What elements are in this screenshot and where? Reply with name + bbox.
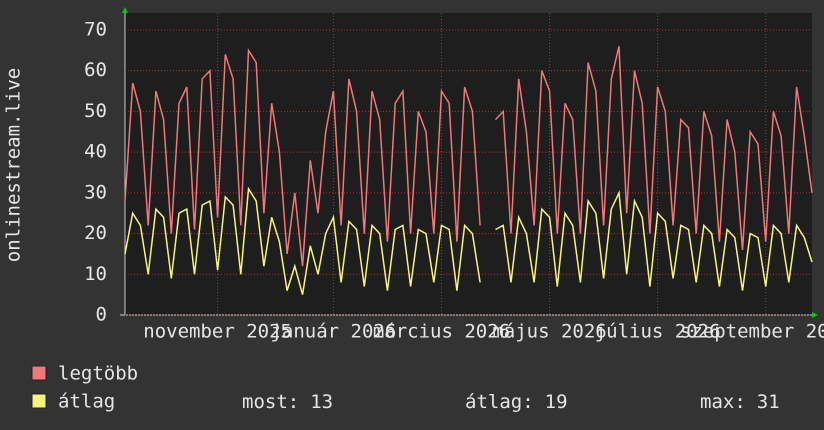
y-tick-label: 10	[84, 263, 107, 285]
stat-label: max:	[700, 391, 746, 413]
x-tick-label: március 2026	[373, 321, 510, 343]
x-tick-label: július 2026	[595, 321, 721, 343]
legend-swatch	[31, 365, 47, 381]
legend-label: átlag	[58, 391, 115, 413]
y-arrow	[122, 7, 128, 13]
legend-label: legtöbb	[58, 363, 138, 385]
stat: most: 13	[242, 391, 333, 413]
x-tick-label: május 2026	[492, 321, 606, 343]
legend-swatch	[31, 393, 47, 409]
x-tick-label: november 2025	[143, 321, 292, 343]
x-tick-label: szeptember 2026	[680, 321, 824, 343]
plot-area	[125, 13, 812, 315]
stat-label: átlag:	[465, 391, 534, 413]
x-tick-label: január 2026	[270, 321, 396, 343]
stat: max: 31	[700, 391, 780, 413]
x-arrow	[812, 312, 818, 318]
stat-label: most:	[242, 391, 299, 413]
stat-value: 31	[757, 391, 780, 413]
stat: átlag: 19	[465, 391, 568, 413]
y-tick-label: 20	[84, 222, 107, 244]
y-tick-label: 60	[84, 59, 107, 81]
y-tick-label: 70	[84, 19, 107, 41]
stat-value: 13	[310, 391, 333, 413]
y-axis-label: onlinestream.live	[3, 68, 25, 262]
y-tick-label: 30	[84, 181, 107, 203]
y-tick-label: 40	[84, 141, 107, 163]
stat-value: 19	[545, 391, 568, 413]
series-line	[124, 186, 813, 295]
series-line	[124, 46, 813, 267]
y-tick-label: 50	[84, 100, 107, 122]
y-tick-label: 0	[96, 304, 107, 326]
